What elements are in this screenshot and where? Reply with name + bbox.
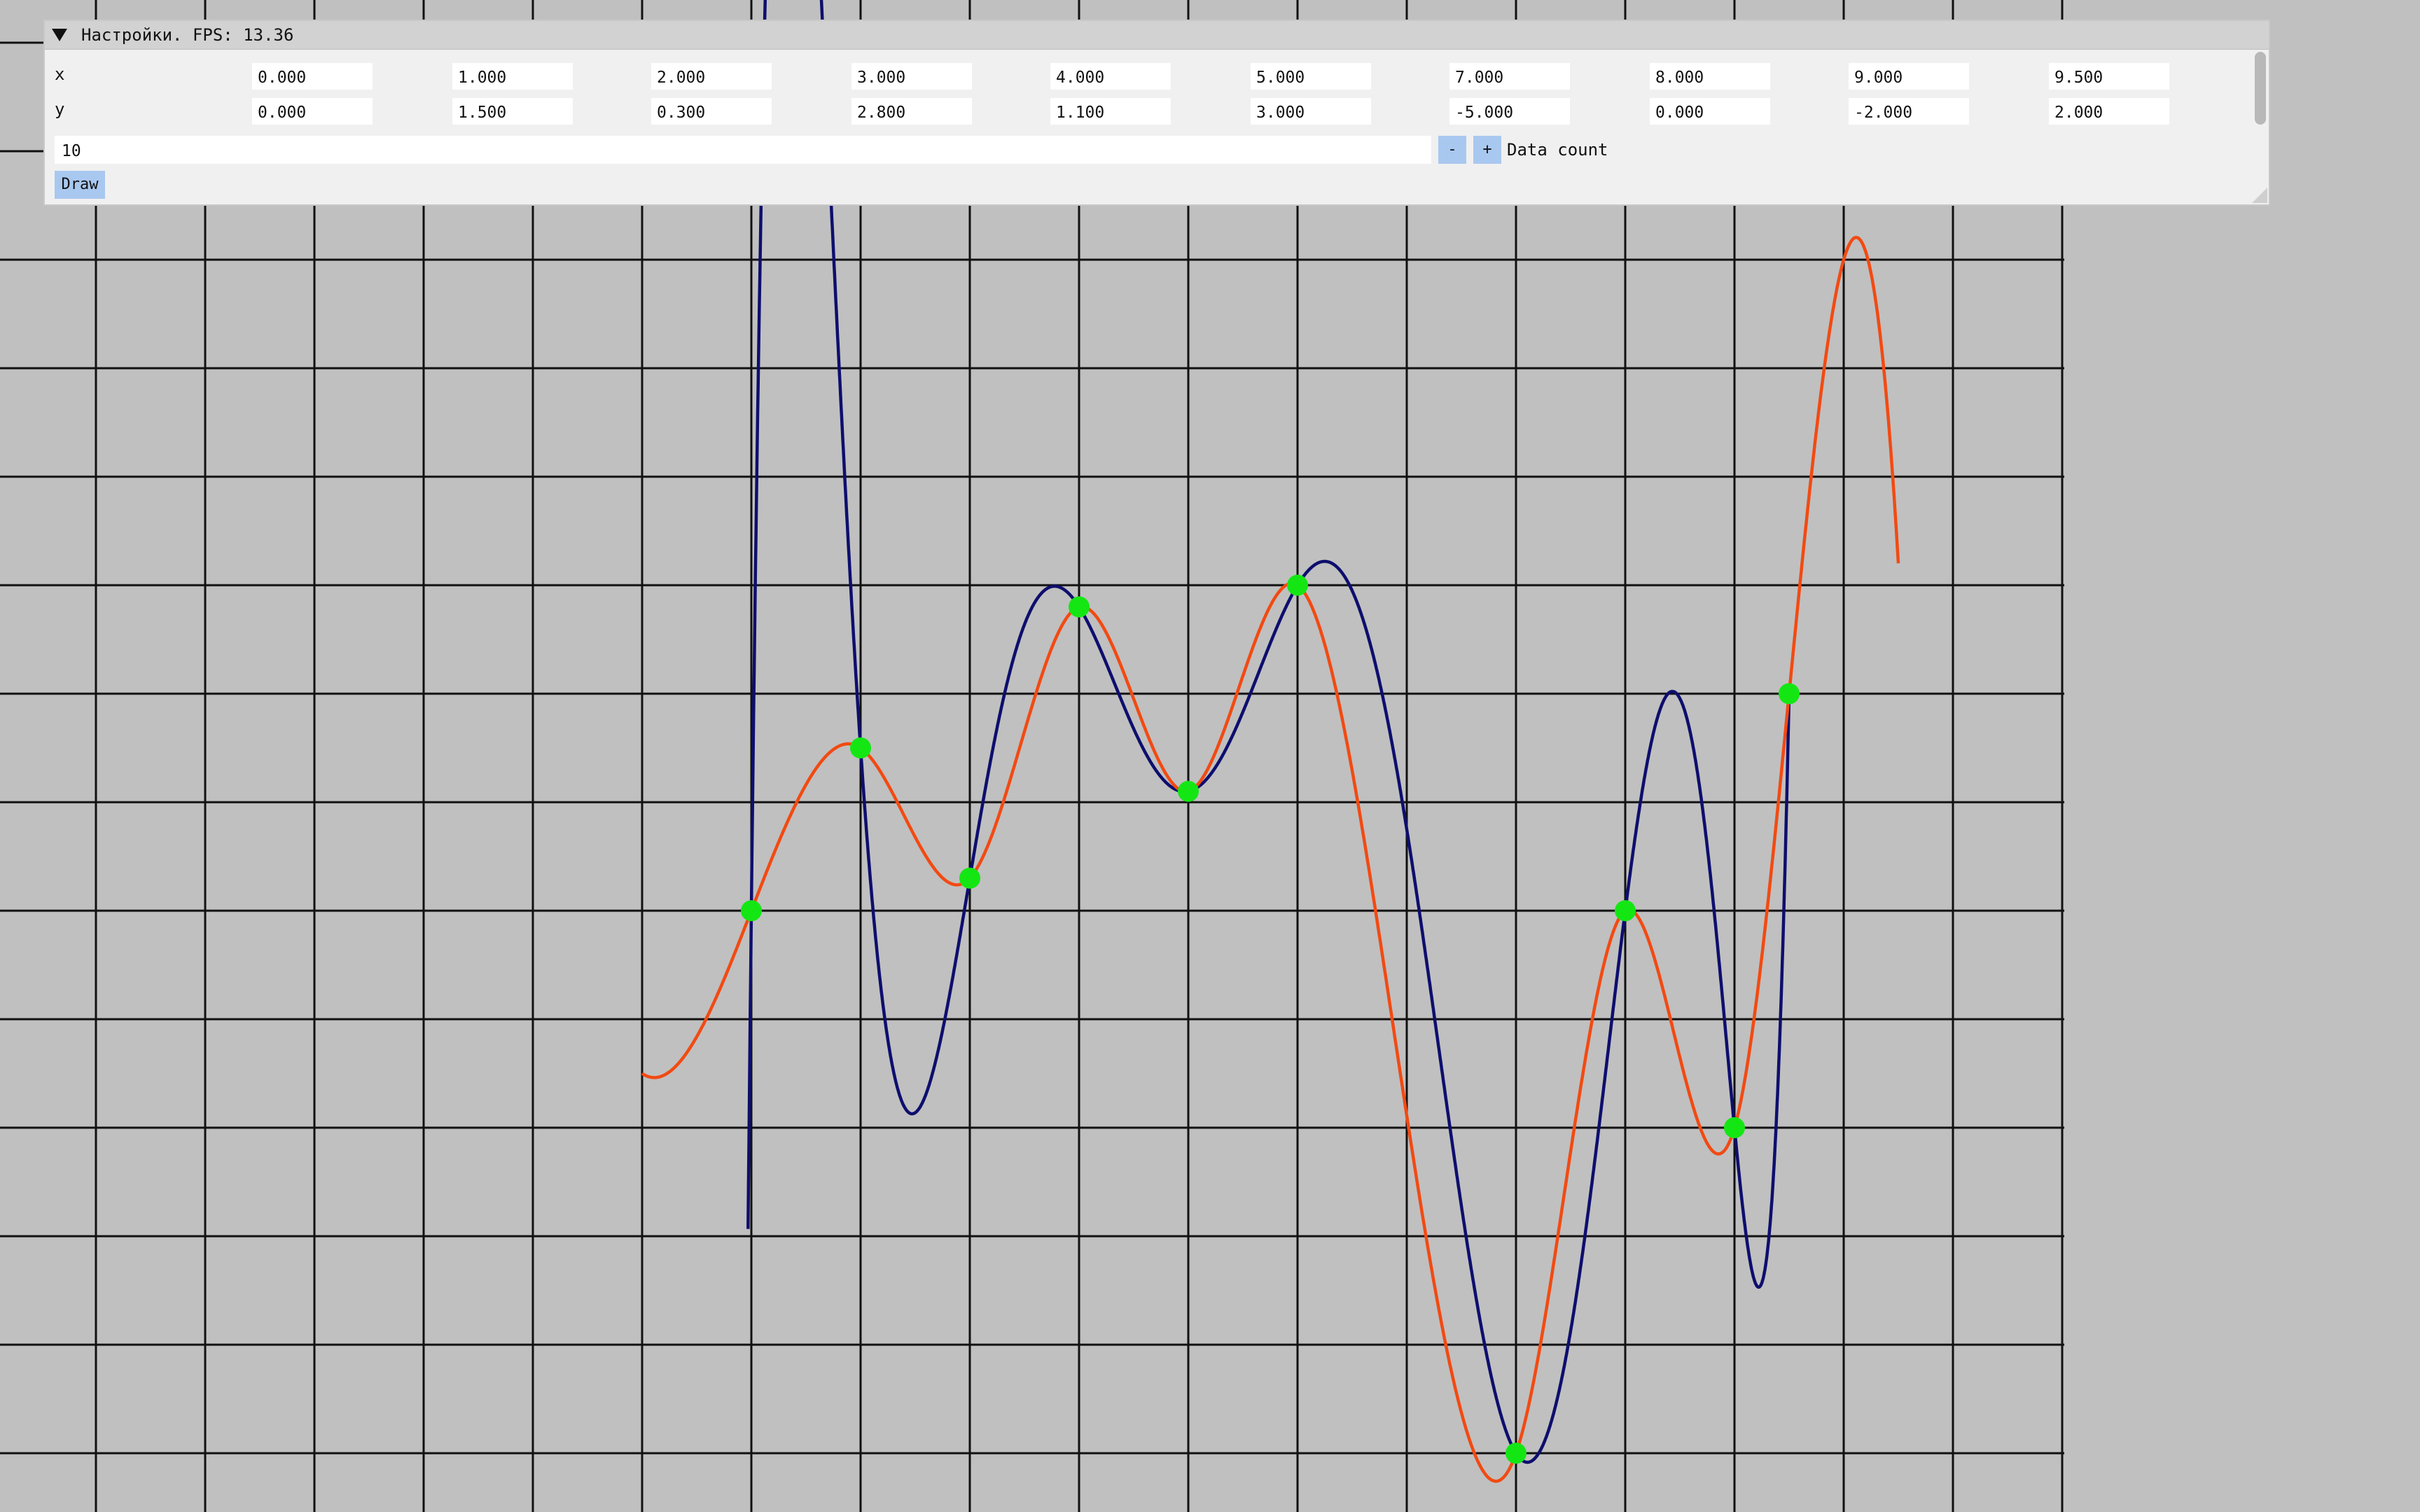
x-value-input[interactable]: 2.000: [651, 63, 772, 90]
scrollbar-thumb[interactable]: [2255, 52, 2266, 125]
polynomial-curve: [746, 0, 1790, 1464]
y-value-input[interactable]: 1.500: [452, 98, 573, 125]
data-point: [959, 867, 980, 889]
data-point: [850, 737, 871, 759]
y-value-input[interactable]: 0.000: [252, 98, 373, 125]
data-count-input[interactable]: 10: [55, 136, 1431, 164]
window-title: Настройки. FPS: 13.36: [81, 25, 294, 45]
x-value-input[interactable]: 9.500: [2049, 63, 2169, 90]
data-point: [1615, 900, 1636, 921]
triangle-down-icon[interactable]: [52, 29, 67, 41]
y-value-input[interactable]: 3.000: [1251, 98, 1371, 125]
data-points: [741, 575, 1800, 1464]
data-point: [1178, 780, 1199, 802]
data-point: [1505, 1443, 1527, 1464]
decrement-button[interactable]: -: [1438, 136, 1466, 164]
y-value-input[interactable]: 0.300: [651, 98, 772, 125]
x-value-input[interactable]: 5.000: [1251, 63, 1371, 90]
y-value-input[interactable]: 2.800: [851, 98, 972, 125]
y-value-input[interactable]: 1.100: [1050, 98, 1171, 125]
y-value-input[interactable]: -5.000: [1449, 98, 1570, 125]
settings-titlebar[interactable]: Настройки. FPS: 13.36: [45, 21, 2269, 50]
data-point: [1069, 596, 1090, 617]
x-value-input[interactable]: 4.000: [1050, 63, 1171, 90]
y-row-label: y: [55, 99, 65, 119]
data-point: [1287, 575, 1308, 596]
grid: [0, 0, 2064, 1512]
data-point: [1724, 1117, 1745, 1138]
y-value-input[interactable]: 2.000: [2049, 98, 2169, 125]
x-value-input[interactable]: 7.000: [1449, 63, 1570, 90]
x-value-input[interactable]: 1.000: [452, 63, 573, 90]
y-value-input[interactable]: 0.000: [1650, 98, 1770, 125]
increment-button[interactable]: +: [1473, 136, 1501, 164]
settings-window[interactable]: Настройки. FPS: 13.36 x y 0.000 1.000 2.00…: [43, 20, 2270, 206]
draw-button[interactable]: Draw: [55, 171, 105, 199]
resize-grip-icon[interactable]: [2252, 188, 2267, 203]
x-value-input[interactable]: 9.000: [1849, 63, 1969, 90]
y-value-input[interactable]: -2.000: [1849, 98, 1969, 125]
data-count-label: Data count: [1507, 140, 1608, 160]
data-point: [1779, 683, 1800, 704]
data-point: [741, 900, 762, 921]
x-value-input[interactable]: 0.000: [252, 63, 373, 90]
x-value-input[interactable]: 8.000: [1650, 63, 1770, 90]
x-row-label: x: [55, 64, 65, 84]
x-value-input[interactable]: 3.000: [851, 63, 972, 90]
